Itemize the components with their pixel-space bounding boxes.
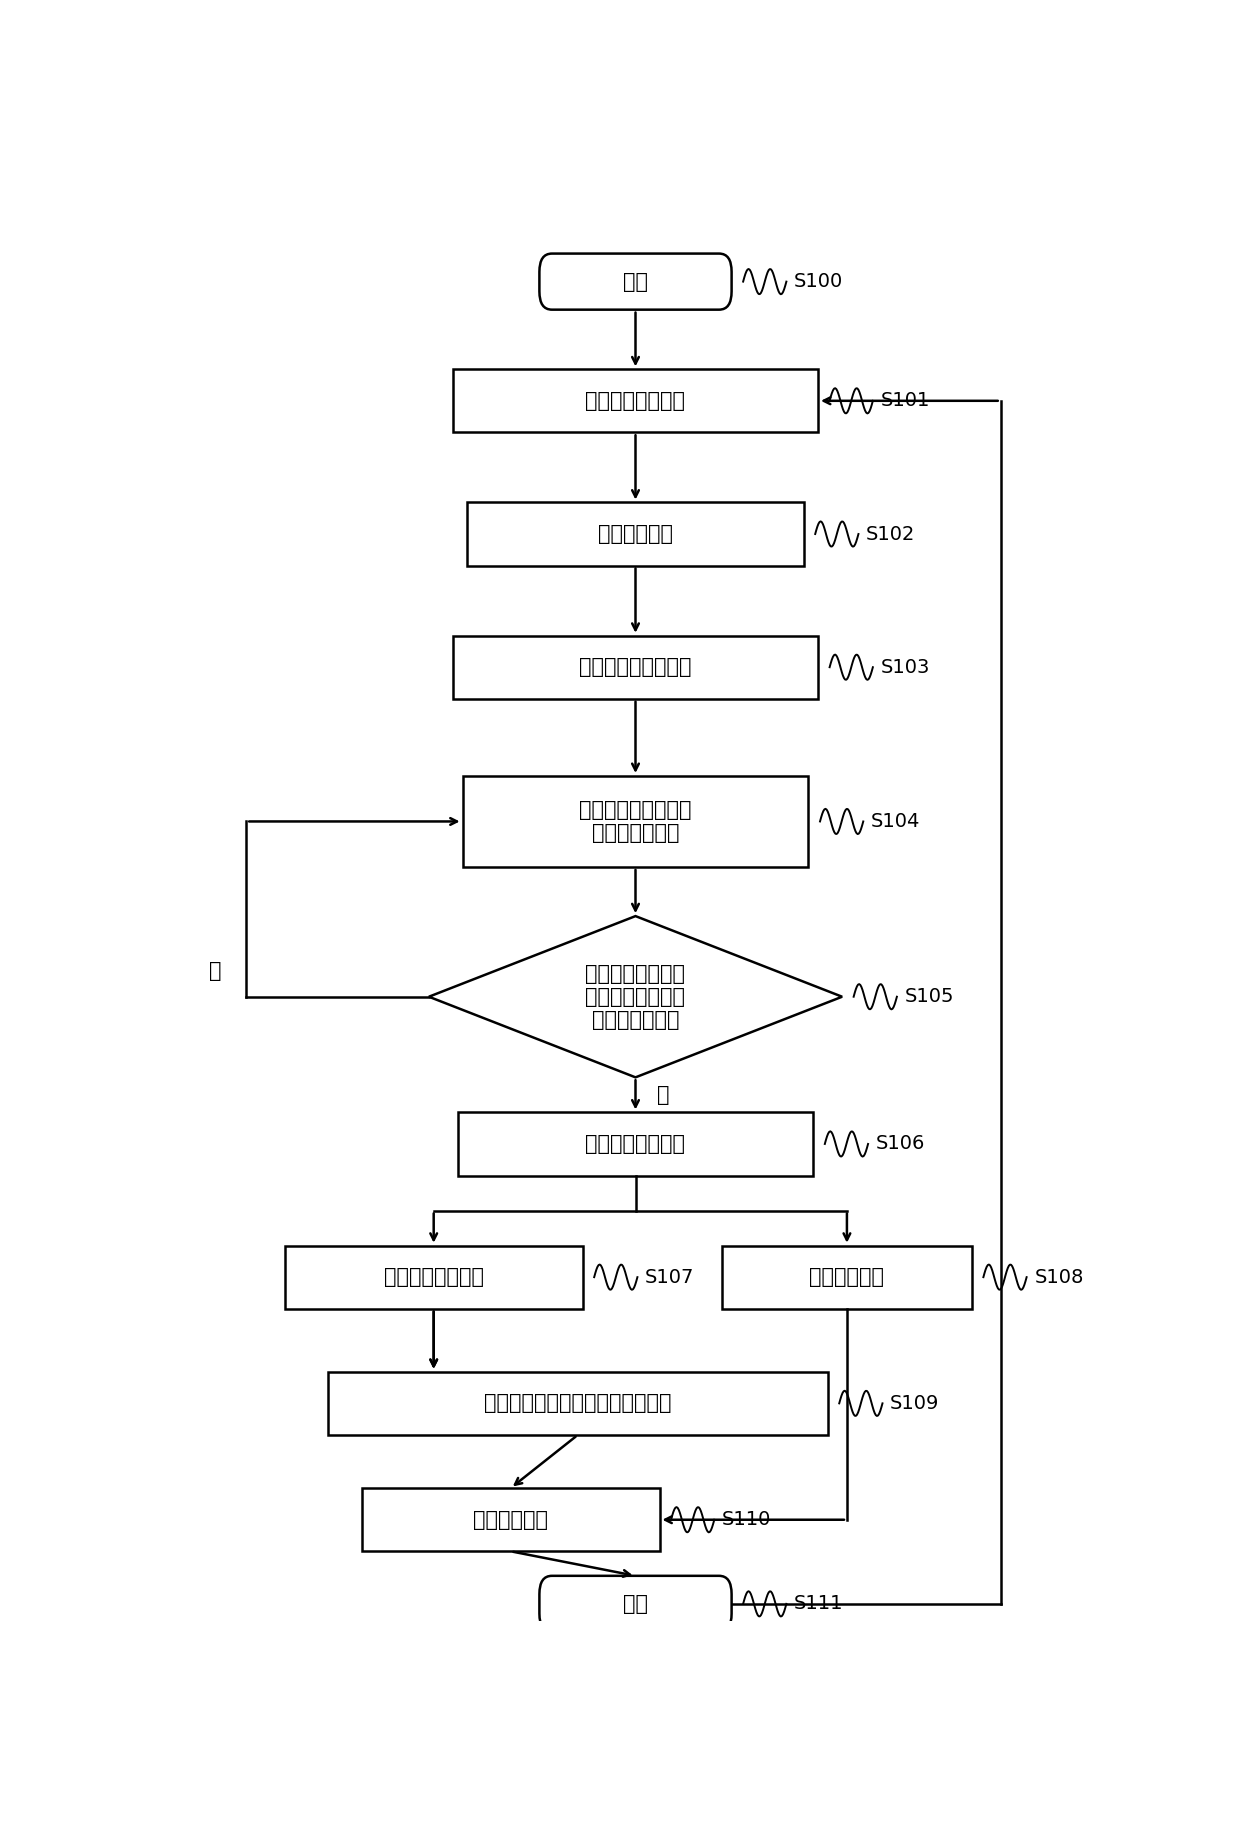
Polygon shape bbox=[429, 916, 842, 1078]
Bar bbox=[467, 503, 804, 566]
Text: S107: S107 bbox=[645, 1267, 694, 1287]
Text: S108: S108 bbox=[1034, 1267, 1084, 1287]
Text: 生成频响函数: 生成频响函数 bbox=[810, 1267, 884, 1287]
Text: 是: 是 bbox=[657, 1085, 670, 1105]
Text: 确定目标权重系数: 确定目标权重系数 bbox=[585, 1134, 686, 1155]
Text: S109: S109 bbox=[890, 1393, 940, 1413]
Text: 控制效果比选: 控制效果比选 bbox=[474, 1510, 548, 1530]
Text: 计算结构动力反应的控制效率系数: 计算结构动力反应的控制效率系数 bbox=[484, 1393, 672, 1413]
Bar bbox=[285, 1246, 583, 1309]
Bar bbox=[463, 776, 808, 867]
Text: S110: S110 bbox=[722, 1510, 771, 1530]
Text: S105: S105 bbox=[905, 987, 954, 1007]
Text: S103: S103 bbox=[880, 657, 930, 677]
Text: S104: S104 bbox=[870, 812, 920, 830]
Text: 否: 否 bbox=[210, 961, 222, 982]
Text: S101: S101 bbox=[880, 392, 930, 410]
Text: 控制算法选取: 控制算法选取 bbox=[598, 524, 673, 544]
Text: S102: S102 bbox=[867, 524, 915, 543]
FancyBboxPatch shape bbox=[539, 253, 732, 310]
Text: S106: S106 bbox=[875, 1134, 925, 1153]
Text: 控制算法试算，并选
取权重系数范围: 控制算法试算，并选 取权重系数范围 bbox=[579, 799, 692, 843]
Text: 获得结构动力反应: 获得结构动力反应 bbox=[383, 1267, 484, 1287]
Text: S100: S100 bbox=[794, 271, 843, 291]
Text: 开始: 开始 bbox=[622, 271, 649, 291]
Bar bbox=[453, 370, 818, 432]
Bar bbox=[327, 1371, 828, 1435]
FancyBboxPatch shape bbox=[539, 1575, 732, 1632]
Bar bbox=[458, 1113, 813, 1176]
Text: 作动器布局方案选取: 作动器布局方案选取 bbox=[579, 657, 692, 677]
Text: 结束: 结束 bbox=[622, 1593, 649, 1613]
Bar bbox=[453, 636, 818, 699]
Text: 张拉整体结构找形: 张拉整体结构找形 bbox=[585, 392, 686, 412]
Text: 判断不同控制算法
对应的的作动器能
量输入是否相等: 判断不同控制算法 对应的的作动器能 量输入是否相等 bbox=[585, 963, 686, 1031]
Text: S111: S111 bbox=[794, 1595, 843, 1613]
Bar bbox=[362, 1488, 660, 1551]
Bar bbox=[722, 1246, 972, 1309]
